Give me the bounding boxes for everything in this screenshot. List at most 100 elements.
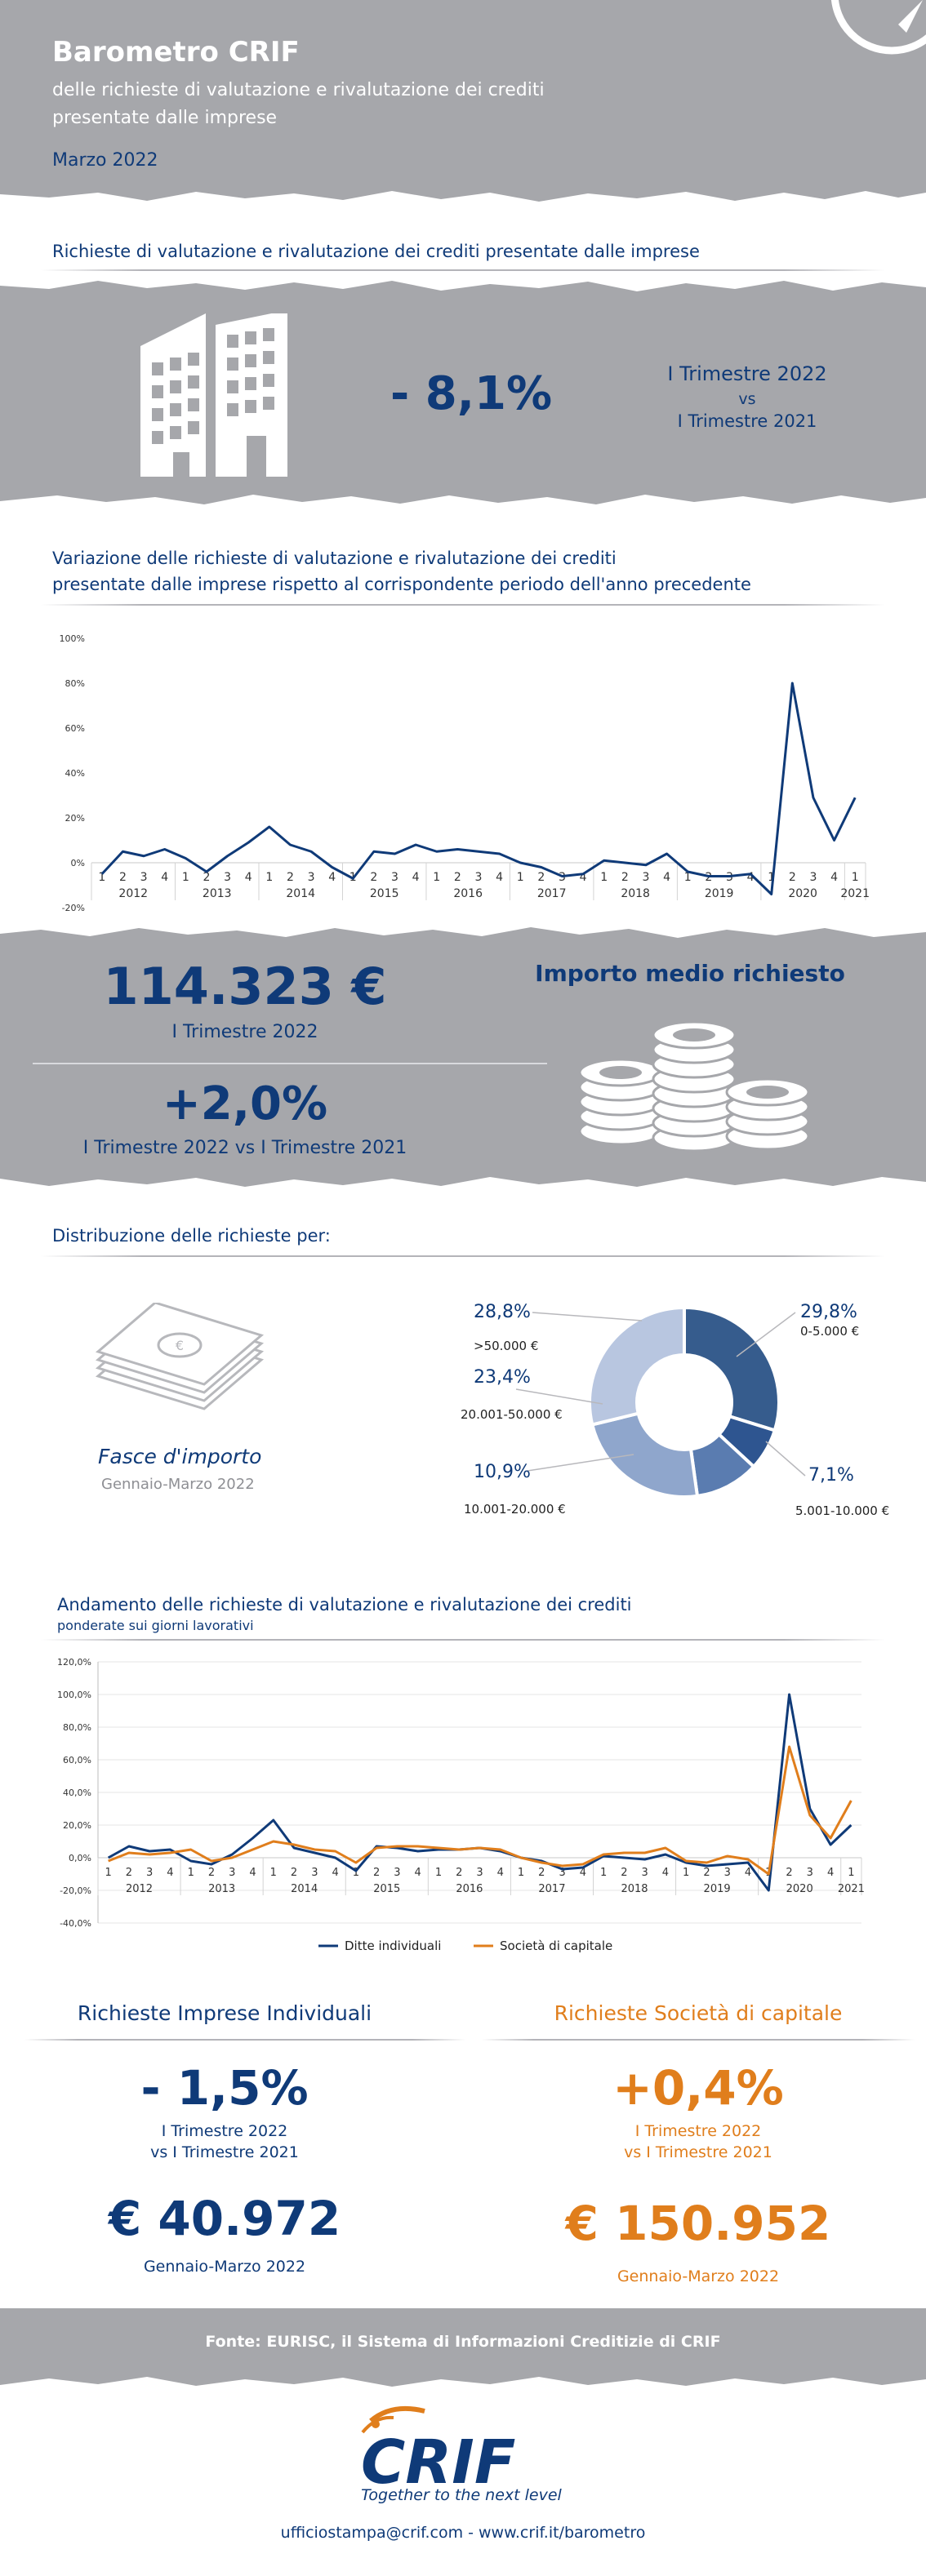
individual-period-2: vs I Trimestre 2021 [150,2143,299,2161]
donut-percent-label: 23,4% [474,1367,531,1388]
year-label: 2014 [291,1883,318,1895]
x-tick-label: 4 [167,1867,173,1879]
x-tick-label: 4 [496,871,503,884]
donut-percent-label: 29,8% [800,1302,857,1322]
series-line [108,1745,853,1876]
year-label: 2021 [840,887,870,900]
year-label: 2018 [621,887,650,900]
year-label: 2013 [208,1883,235,1895]
x-tick-label: 2 [370,871,377,884]
y-tick-label: -20,0% [60,1885,91,1896]
y-tick-label: -20% [62,903,85,913]
x-tick-label: 4 [745,1867,751,1879]
avg-amount: 114.323 € [103,957,387,1016]
donut-slice [683,1305,781,1432]
x-tick-label: 3 [308,871,315,884]
section5-divider [41,1639,885,1641]
x-tick-label: 2 [621,871,629,884]
x-tick-label: 3 [475,871,483,884]
crif-logo-text: CRIF [361,2427,515,2498]
avg-label: Importo medio richiesto [535,960,845,987]
amount-bands-donut-chart: 29,8% 0-5.000 € 7,1% 5.001-10.000 € 10,9% 10.… [461,1302,889,1518]
y-tick-label: 20,0% [63,1820,91,1831]
header-torn-edge [0,186,926,202]
x-tick-label: 1 [98,871,105,884]
footer-contact[interactable]: ufficiostampa@crif.com - www.crif.it/bar… [280,2524,646,2542]
section1-period-vs: vs [738,390,756,408]
year-label: 2020 [786,1883,813,1895]
x-tick-label: 2 [538,1867,545,1879]
x-tick-label: 1 [182,871,189,884]
footer-torn-edge [0,2372,926,2387]
donut-slice [588,1305,686,1427]
y-tick-label: 120,0% [57,1657,91,1668]
y-tick-label: 20% [65,813,85,824]
year-label: 2021 [838,1883,865,1895]
x-tick-label: 1 [683,1867,689,1879]
x-tick-label: 2 [621,1867,627,1879]
x-tick-label: 4 [580,871,587,884]
section3-torn-bottom [0,1172,926,1187]
donut-leader-line [515,1388,603,1405]
year-label: 2015 [370,887,399,900]
year-label: 2019 [705,887,734,900]
coins-icon [578,1020,810,1153]
section2-divider [41,604,885,606]
x-tick-label: 1 [684,871,692,884]
year-label: 2012 [118,887,148,900]
section3-separator [33,1063,547,1064]
individual-amount-period: Gennaio-Marzo 2022 [143,2258,306,2276]
section1-torn-top [0,281,926,297]
donut-leader-line [532,1312,643,1321]
year-label: 2020 [788,887,817,900]
company-period-1: I Trimestre 2022 [634,2122,762,2140]
section4-subperiod: Gennaio-Marzo 2022 [101,1476,255,1493]
header-band [0,0,926,189]
x-tick-label: 1 [265,871,273,884]
x-tick-label: 1 [435,1867,442,1879]
company-change: +0,4% [612,2060,784,2116]
banknotes-icon: € [95,1303,265,1410]
x-tick-label: 3 [229,1867,235,1879]
x-tick-label: 3 [394,1867,400,1879]
section1-torn-bottom [0,490,926,504]
section2-heading-1: Variazione delle richieste di valutazion… [52,549,617,568]
footer-tagline: Together to the next level [361,2486,562,2504]
header-title: Barometro CRIF [52,36,300,69]
donut-leader-line [736,1312,796,1357]
svg-text:€: € [176,1338,184,1353]
section5-subheading: ponderate sui giorni lavorativi [57,1618,254,1633]
x-tick-label: 4 [827,1867,834,1879]
x-tick-label: 2 [119,871,127,884]
section1-period-2: I Trimestre 2021 [677,411,817,431]
x-tick-label: 4 [332,1867,338,1879]
y-tick-label: 0,0% [69,1853,91,1863]
x-tick-label: 3 [559,1867,565,1879]
footer-band [0,2308,926,2375]
x-tick-label: 3 [642,1867,648,1879]
x-tick-label: 2 [703,1867,710,1879]
y-tick-label: 100% [60,633,85,644]
x-tick-label: 4 [830,871,838,884]
x-tick-label: 2 [786,1867,792,1879]
x-tick-label: 3 [643,871,650,884]
y-tick-label: 60% [65,723,85,734]
donut-percent-label: 28,8% [474,1302,531,1322]
section1-heading: Richieste di valutazione e rivalutazione… [52,242,700,261]
x-tick-label: 2 [287,871,294,884]
x-tick-label: 3 [224,871,231,884]
x-tick-label: 3 [146,1867,153,1879]
avg-change: +2,0% [162,1077,328,1130]
x-tick-label: 2 [789,871,796,884]
x-tick-label: 1 [270,1867,277,1879]
avg-change-period: I Trimestre 2022 vs I Trimestre 2021 [82,1138,407,1158]
year-label: 2014 [286,887,315,900]
x-tick-label: 1 [518,1867,524,1879]
individual-divider [24,2039,465,2041]
x-tick-label: 4 [245,871,252,884]
section2-heading-2: presentate dalle imprese rispetto al cor… [52,575,751,594]
x-tick-label: 3 [809,871,817,884]
donut-percent-label: 7,1% [808,1465,854,1486]
donut-category-label: 20.001-50.000 € [461,1407,563,1422]
year-label: 2016 [453,887,483,900]
